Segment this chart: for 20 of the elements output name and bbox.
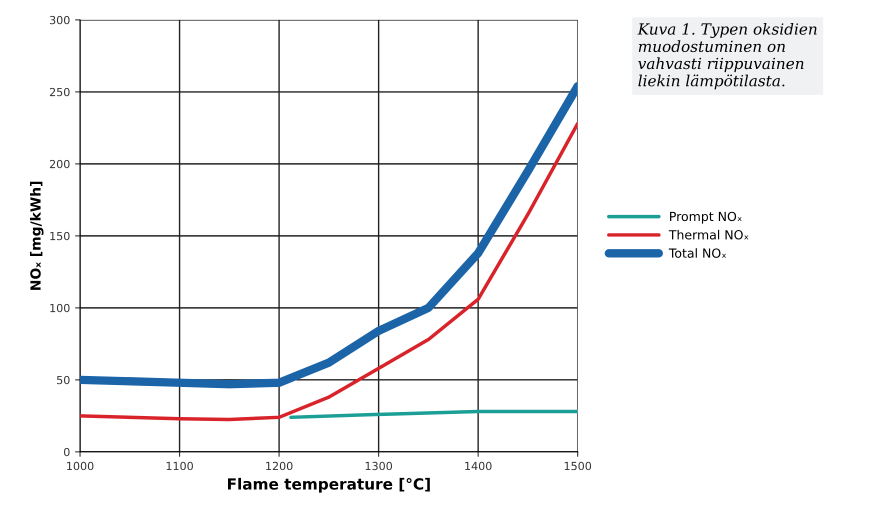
line-series xyxy=(80,122,578,422)
x-tick-label: 1400 xyxy=(465,462,492,470)
y-tick-label: 50 xyxy=(57,376,70,384)
x-tick-label: 1300 xyxy=(366,462,392,470)
x-axis-title: Flame temperature [°C] xyxy=(228,478,430,493)
x-tick-label: 1100 xyxy=(166,462,193,470)
text: Kuva 1. Typen oksidien muodostuminen on vahvasti riippuvainen liekin lämpötilasta. xyxy=(637,22,817,90)
x-tick-label: 1200 xyxy=(266,462,292,470)
y-axis-title: NOₓ [mg/kWh] xyxy=(30,182,44,290)
y-tick-label: 300 xyxy=(50,16,70,24)
y-tick-label: 250 xyxy=(50,88,70,96)
y-tick-label: 150 xyxy=(50,232,70,240)
legend-label: Total NOₓ xyxy=(668,248,726,258)
y-tick-label: 200 xyxy=(50,160,70,168)
x-tick-label: 1500 xyxy=(564,462,592,470)
y-tick-label: 0 xyxy=(64,448,70,456)
y-tick-label: 100 xyxy=(50,304,70,312)
legend-label: Prompt NOₓ xyxy=(670,212,742,224)
x-tick-label: 1000 xyxy=(67,462,94,470)
legend-label: Thermal NOₓ xyxy=(668,230,748,240)
